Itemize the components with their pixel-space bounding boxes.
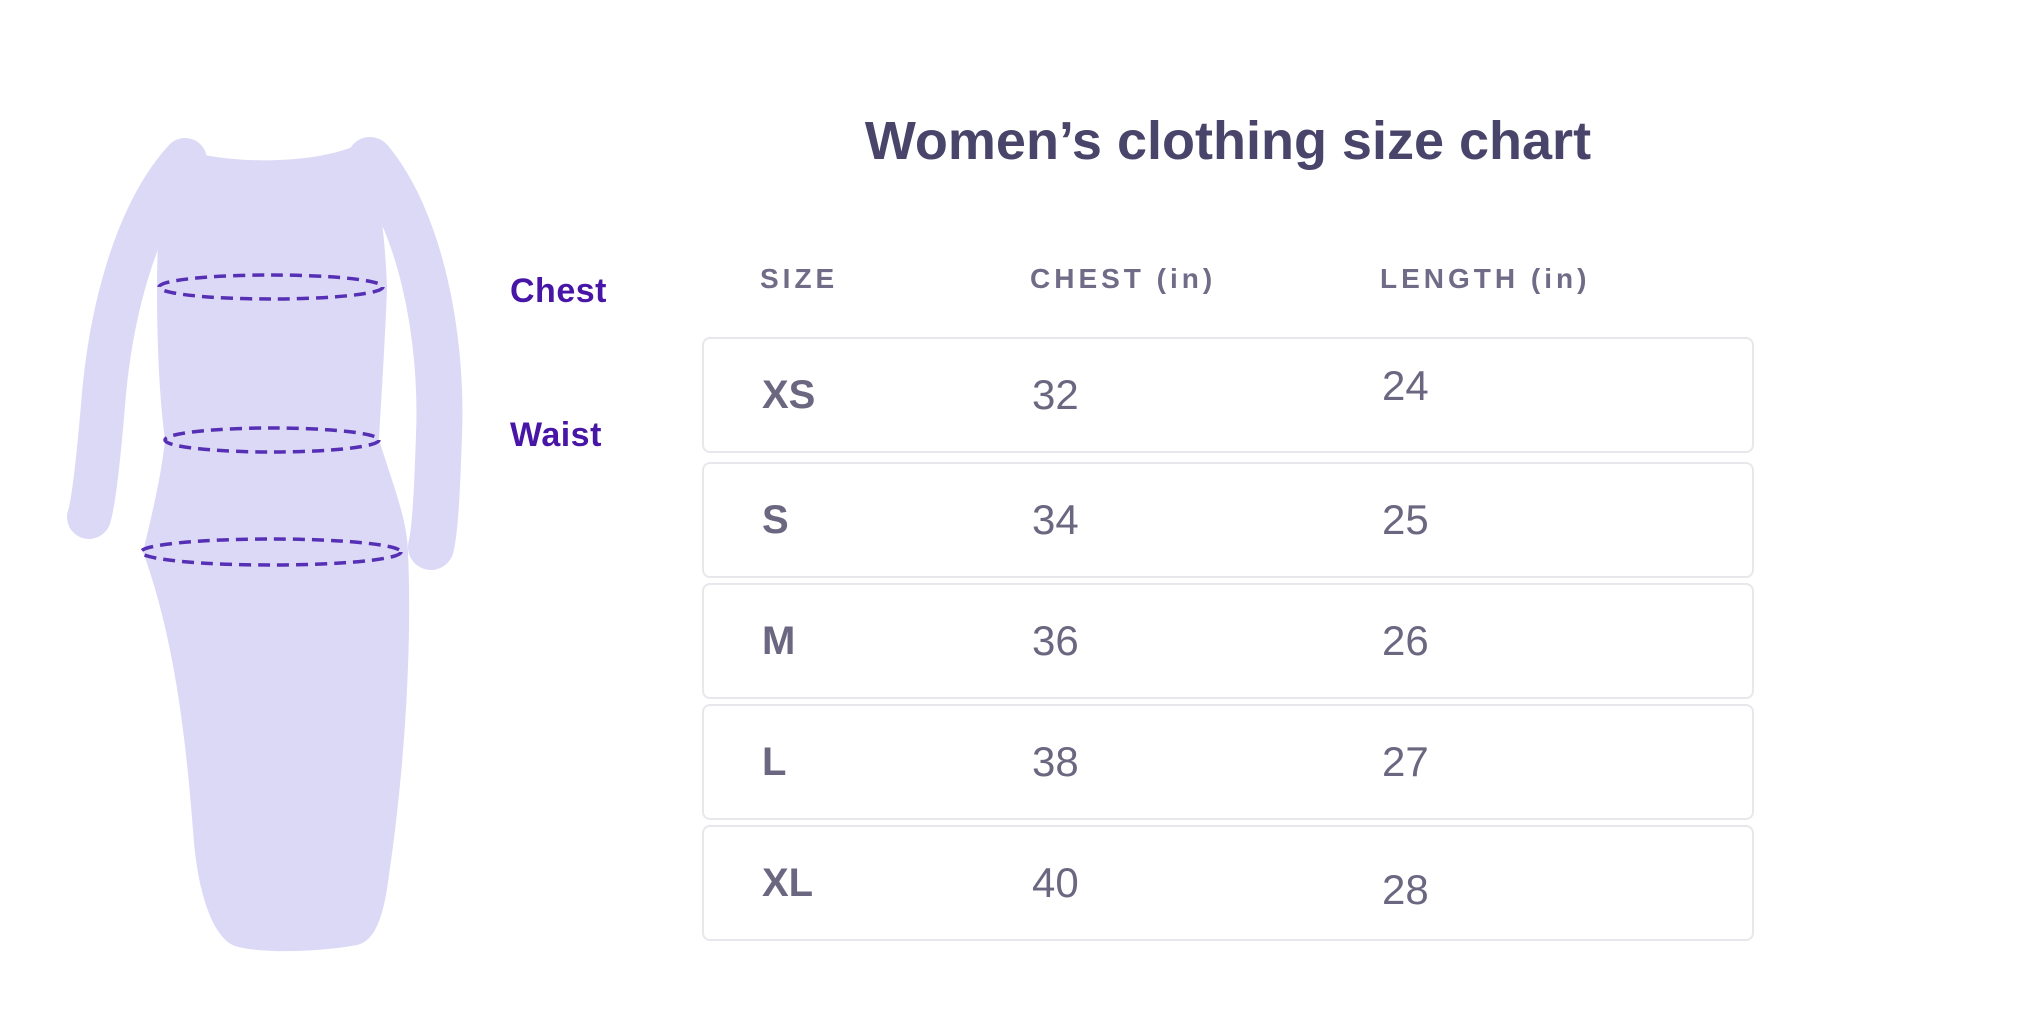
hip-measurement-line [139,537,403,567]
length-cell: 27 [1382,738,1429,785]
length-cell: 28 [1382,866,1429,913]
chest-cell: 40 [1032,859,1079,906]
table-body: XS 32 24 S 34 25 M 36 26 L 38 27 XL [702,337,1754,941]
table-row-m: M 36 26 [702,583,1754,699]
chest-cell: 38 [1032,738,1079,785]
size-cell: S [762,497,789,542]
size-cell: XL [762,860,814,905]
size-table: SIZE CHEST (in) LENGTH (in) XS 32 24 S 3… [702,248,1754,946]
chest-cell: 34 [1032,496,1079,543]
dress-silhouette [143,141,410,952]
table-row-l: L 38 27 [702,704,1754,820]
column-header-size: SIZE [760,263,839,294]
size-cell: M [762,618,796,663]
dress-right-sleeve [347,137,463,570]
chest-measurement-line [157,273,385,301]
table-row-xl: XL 40 28 [702,825,1754,941]
page-title: Women’s clothing size chart [864,111,1592,171]
size-cell: L [762,739,787,784]
dress-left-sleeve [67,138,207,539]
size-cell: XS [762,372,816,417]
table-row-xs: XS 32 24 [702,337,1754,453]
column-header-length: LENGTH (in) [1380,263,1591,294]
length-cell: 26 [1382,617,1429,664]
waist-label: Waist [510,416,602,454]
table-header-row: SIZE CHEST (in) LENGTH (in) [702,248,1754,310]
chest-cell: 32 [1032,371,1079,418]
column-header-chest: CHEST (in) [1030,263,1217,294]
chest-label: Chest [510,272,607,310]
waist-measurement-line [163,426,381,454]
chest-cell: 36 [1032,617,1079,664]
length-cell: 24 [1382,362,1429,409]
dress-illustration [67,137,463,952]
length-cell: 25 [1382,496,1429,543]
table-row-s: S 34 25 [702,462,1754,578]
